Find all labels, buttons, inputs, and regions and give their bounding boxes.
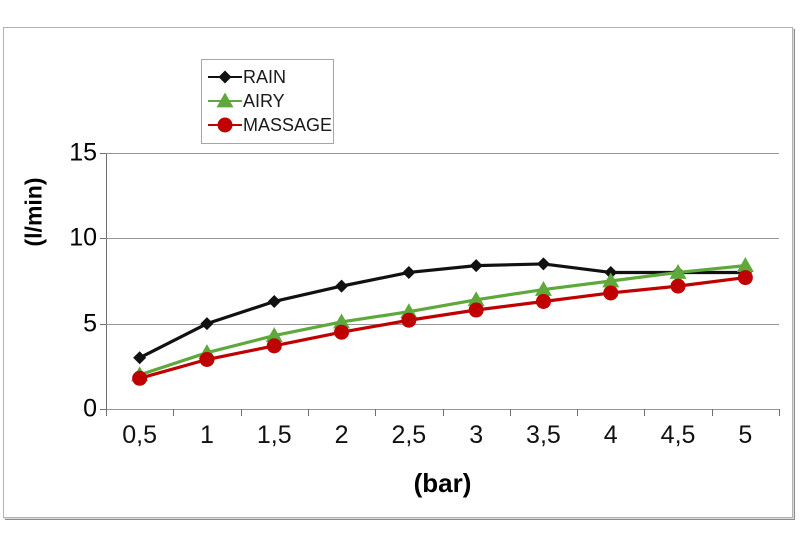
x-tick-label: 3,5 (526, 421, 561, 449)
legend-item-rain[interactable]: RAIN (208, 65, 327, 89)
data-point-marker (267, 294, 281, 308)
series-line (138, 264, 747, 377)
data-point-marker (401, 312, 417, 328)
x-tick-label: 3 (469, 421, 484, 449)
x-axis-title: (bar) (413, 468, 472, 498)
data-point-marker (402, 265, 416, 279)
data-point-marker (216, 92, 234, 108)
x-tick-label: 5 (738, 421, 753, 449)
x-tick-label: 1,5 (256, 421, 292, 449)
x-tick-label: 4 (603, 421, 618, 449)
y-axis-title: (l/min) (20, 177, 47, 247)
legend-item-massage[interactable]: MASSAGE (208, 113, 332, 137)
x-tick-mark (173, 409, 175, 416)
data-point-marker (604, 265, 618, 279)
x-tick-mark (307, 409, 309, 416)
data-point-marker (133, 351, 147, 365)
series-layer (131, 257, 754, 386)
data-point-marker (603, 285, 619, 301)
legend-marker-icon (208, 116, 242, 134)
x-tick-mark (577, 409, 579, 416)
data-point-marker (469, 259, 483, 273)
data-point-marker (218, 70, 232, 84)
data-point-marker (602, 272, 620, 288)
legend-marker-icon (208, 68, 242, 86)
data-point-marker (266, 338, 282, 354)
x-tick-label: 1 (199, 421, 214, 449)
x-tick-mark (442, 409, 444, 416)
data-point-marker (132, 370, 148, 386)
y-tick-mark (100, 409, 106, 410)
y-tick-label: 15 (69, 138, 97, 167)
data-point-marker (265, 327, 283, 342)
y-tick-label: 10 (69, 223, 97, 252)
y-tick-mark (100, 238, 106, 240)
data-point-marker (536, 257, 550, 271)
x-tick-label: 2,5 (391, 421, 427, 449)
legend-item-label: MASSAGE (243, 115, 333, 135)
chart-canvas: (l/min) 0 5 10 15 0,5 1 1,5 2 2,5 3 3,5 4 4,5 5 (bar… (4, 28, 794, 519)
gridline (106, 153, 779, 154)
y-tick-mark (100, 323, 106, 325)
x-tick-mark (375, 409, 377, 416)
legend-item-airy[interactable]: AIRY (208, 89, 327, 113)
x-tick-mark (509, 409, 511, 416)
data-point-marker (335, 279, 349, 293)
data-point-marker (534, 281, 552, 296)
x-tick-mark (711, 409, 713, 416)
plot-area: 0 5 10 15 0,5 1 1,5 2 2,5 3 3,5 4 4,5 5 (69, 139, 780, 449)
chart-frame: (l/min) 0 5 10 15 0,5 1 1,5 2 2,5 3 3,5 4 4,5 5 (bar… (3, 27, 793, 518)
data-point-marker (669, 263, 687, 279)
legend-marker-icon (208, 92, 242, 110)
y-axis-line (106, 153, 107, 409)
x-tick-label: 2 (334, 421, 349, 449)
data-point-marker (200, 317, 214, 331)
legend-item-label: RAIN (243, 67, 287, 87)
series-line (138, 275, 747, 380)
series-line (138, 262, 747, 360)
gridline (106, 323, 779, 325)
x-tick-mark (106, 409, 107, 416)
x-tick-label: 4,5 (660, 421, 696, 449)
data-point-marker (535, 293, 551, 309)
data-point-marker (334, 324, 350, 340)
gridline (106, 238, 779, 240)
legend-item-label: AIRY (243, 91, 285, 111)
x-tick-mark (779, 409, 780, 416)
data-point-marker (468, 302, 484, 318)
x-tick-mark (240, 409, 242, 416)
data-point-marker (199, 352, 215, 368)
series-massage (132, 270, 753, 386)
y-tick-mark (100, 153, 106, 154)
chart-legend: RAIN AIRY MASSAGE (201, 59, 334, 144)
data-point-marker (737, 270, 753, 286)
y-tick-label: 5 (83, 309, 97, 338)
y-tick-label: 0 (83, 394, 97, 423)
data-point-marker (217, 117, 233, 133)
data-point-marker (670, 278, 686, 294)
data-point-marker (333, 313, 351, 329)
x-tick-label: 0,5 (122, 421, 158, 449)
x-tick-mark (644, 409, 646, 416)
data-point-marker (736, 257, 754, 273)
data-point-marker (467, 291, 485, 307)
